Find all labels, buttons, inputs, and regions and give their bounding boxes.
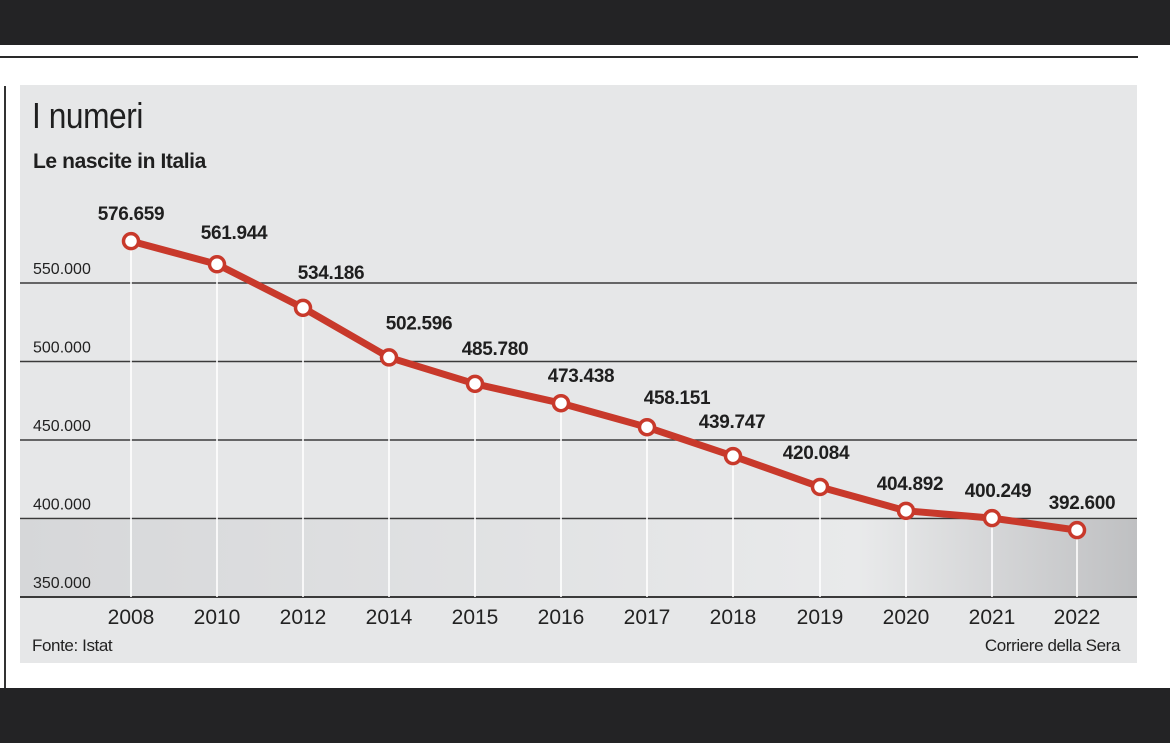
data-point-2015 [465,374,485,394]
value-label-2018: 439.747 [699,412,766,433]
value-label-2019: 420.084 [783,443,850,464]
x-tick-labels: 2008 2010 2012 2014 2015 2016 2017 2018 2019 2020… [108,606,1101,629]
publisher-credit: Corriere della Sera [984,636,1120,655]
x-tick-label-2021: 2021 [969,606,1016,629]
data-point-2010 [207,254,227,274]
chart-subtitle: Le nascite in Italia [33,150,206,173]
grid-lines [20,282,1137,598]
y-tick-labels: 350.000 400.000 450.000 500.000 550.000 [33,261,91,592]
data-point-2020 [896,501,916,521]
y-tick-label: 350.000 [33,575,91,592]
x-tick-label-2017: 2017 [624,606,671,629]
value-label-2020: 404.892 [877,474,944,495]
y-tick-label: 400.000 [33,497,91,514]
x-tick-label-2014: 2014 [366,606,413,629]
value-label-2022: 392.600 [1049,493,1116,514]
value-label-2008: 576.659 [98,204,165,225]
value-label-2012: 534.186 [298,263,365,284]
top-rule [0,56,1138,58]
x-tick-label-2019: 2019 [797,606,844,629]
series [127,237,1081,534]
value-label-2016: 473.438 [548,366,615,387]
series-line [127,237,1081,534]
data-point-2014 [379,348,399,367]
top-dark-bar [0,0,1170,45]
bottom-dark-bar [0,688,1170,743]
value-label-2010: 561.944 [201,223,268,244]
data-point-2012 [293,298,313,318]
data-point-2022 [1067,520,1087,540]
side-rule [4,86,6,688]
page-title: I numeri [32,95,143,136]
points [121,231,1087,540]
data-point-2019 [810,477,830,497]
y-tick-label: 450.000 [33,418,91,435]
value-label-2017: 458.151 [644,388,711,409]
x-tick-label-2015: 2015 [452,606,499,629]
value-labels: 576.659 561.944 534.186 502.596 485.780 473.4… [98,204,1116,514]
data-point-2016 [551,393,571,413]
data-point-2008 [121,231,141,251]
x-tick-label-2012: 2012 [280,606,327,629]
data-point-2021 [982,508,1002,528]
data-point-2017 [637,417,657,437]
x-tick-label-2018: 2018 [710,606,757,629]
y-tick-label: 550.000 [33,261,91,278]
value-label-2014: 502.596 [386,313,453,334]
source-note: Fonte: Istat [32,636,113,655]
x-tick-label-2016: 2016 [538,606,585,629]
y-tick-label: 500.000 [33,340,91,357]
x-tick-label-2022: 2022 [1054,606,1101,629]
low-band [20,520,1137,597]
value-label-2015: 485.780 [462,339,529,360]
x-tick-label-2020: 2020 [883,606,930,629]
x-tick-label-2008: 2008 [108,606,155,629]
value-label-2021: 400.249 [965,481,1032,502]
data-point-2018 [723,446,743,466]
x-tick-label-2010: 2010 [194,606,241,629]
drop-lines [130,241,1078,597]
